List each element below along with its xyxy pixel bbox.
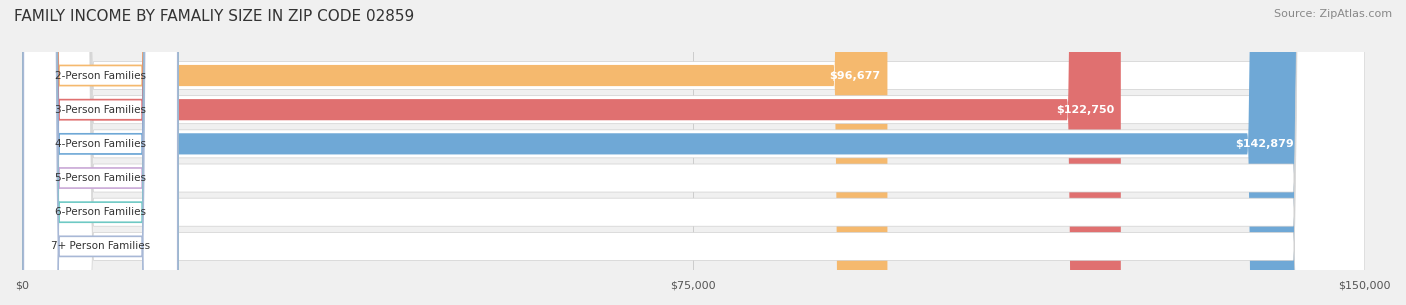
FancyBboxPatch shape <box>22 0 1365 305</box>
Text: $0: $0 <box>56 207 69 217</box>
FancyBboxPatch shape <box>22 0 1365 305</box>
Text: FAMILY INCOME BY FAMALIY SIZE IN ZIP CODE 02859: FAMILY INCOME BY FAMALIY SIZE IN ZIP COD… <box>14 9 415 24</box>
Text: $142,879: $142,879 <box>1236 139 1295 149</box>
FancyBboxPatch shape <box>24 0 177 305</box>
Text: 2-Person Families: 2-Person Families <box>55 70 146 81</box>
FancyBboxPatch shape <box>22 0 1365 305</box>
FancyBboxPatch shape <box>22 0 1365 305</box>
FancyBboxPatch shape <box>24 0 177 305</box>
Text: $0: $0 <box>56 173 69 183</box>
FancyBboxPatch shape <box>22 0 1121 305</box>
FancyBboxPatch shape <box>22 0 1365 305</box>
Text: 4-Person Families: 4-Person Families <box>55 139 146 149</box>
FancyBboxPatch shape <box>24 0 177 305</box>
FancyBboxPatch shape <box>22 0 1365 305</box>
Text: 5-Person Families: 5-Person Families <box>55 173 146 183</box>
FancyBboxPatch shape <box>24 0 177 305</box>
Text: 6-Person Families: 6-Person Families <box>55 207 146 217</box>
Text: 7+ Person Families: 7+ Person Families <box>51 241 150 251</box>
Text: Source: ZipAtlas.com: Source: ZipAtlas.com <box>1274 9 1392 19</box>
FancyBboxPatch shape <box>22 0 887 305</box>
Text: 3-Person Families: 3-Person Families <box>55 105 146 115</box>
FancyBboxPatch shape <box>22 0 1301 305</box>
Text: $96,677: $96,677 <box>830 70 880 81</box>
FancyBboxPatch shape <box>24 0 177 305</box>
Text: $0: $0 <box>56 241 69 251</box>
FancyBboxPatch shape <box>24 0 177 305</box>
Text: $122,750: $122,750 <box>1056 105 1114 115</box>
